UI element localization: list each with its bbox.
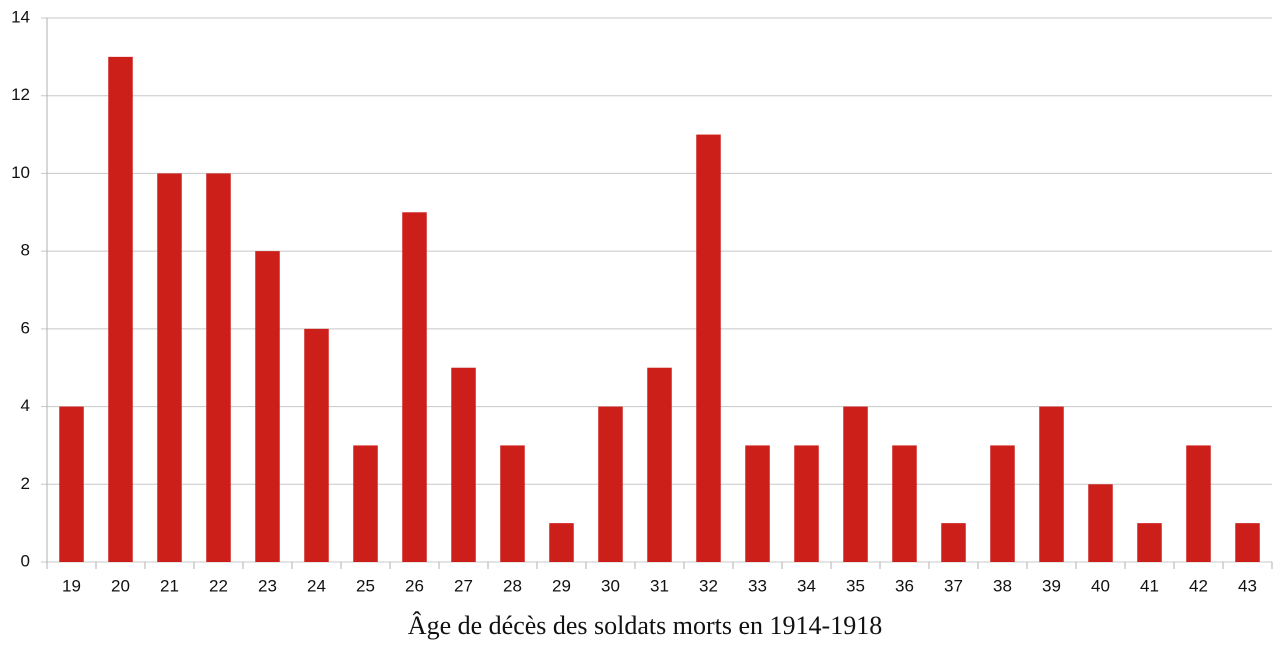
y-tick-label: 0 <box>21 551 30 570</box>
x-tick-label: 34 <box>797 576 816 595</box>
bar <box>108 56 133 562</box>
bar <box>990 445 1015 562</box>
y-tick-label: 12 <box>11 85 30 104</box>
x-tick-label: 23 <box>258 576 277 595</box>
bar <box>1186 445 1211 562</box>
x-tick-label: 27 <box>454 576 473 595</box>
x-tick-label: 19 <box>62 576 81 595</box>
bar <box>206 173 231 562</box>
bar <box>500 445 525 562</box>
x-tick-label: 42 <box>1189 576 1208 595</box>
bar <box>304 328 329 562</box>
x-tick-label: 40 <box>1091 576 1110 595</box>
x-tick-label: 38 <box>993 576 1012 595</box>
x-tick-label: 33 <box>748 576 767 595</box>
x-tick-label: 26 <box>405 576 424 595</box>
y-tick-label: 4 <box>21 396 30 415</box>
y-tick-label: 14 <box>11 7 30 26</box>
x-tick-label: 36 <box>895 576 914 595</box>
bar <box>941 523 966 562</box>
x-tick-label: 24 <box>307 576 326 595</box>
bar <box>647 367 672 562</box>
bar <box>157 173 182 562</box>
x-tick-label: 21 <box>160 576 179 595</box>
bar <box>794 445 819 562</box>
x-tick-label: 41 <box>1140 576 1159 595</box>
x-tick-label: 37 <box>944 576 963 595</box>
x-tick-label: 29 <box>552 576 571 595</box>
bar <box>1039 406 1064 562</box>
y-tick-label: 10 <box>11 163 30 182</box>
bar <box>255 251 280 562</box>
bar <box>1137 523 1162 562</box>
y-tick-label: 6 <box>21 318 30 337</box>
y-tick-label: 2 <box>21 474 30 493</box>
bar <box>598 406 623 562</box>
x-tick-label: 31 <box>650 576 669 595</box>
x-tick-label: 35 <box>846 576 865 595</box>
chart-title: Âge de décès des soldats morts en 1914-1… <box>408 611 882 640</box>
x-tick-label: 43 <box>1238 576 1257 595</box>
bar <box>1088 484 1113 562</box>
x-tick-label: 30 <box>601 576 620 595</box>
bar <box>451 367 476 562</box>
x-tick-label: 32 <box>699 576 718 595</box>
x-tick-label: 25 <box>356 576 375 595</box>
x-tick-label: 22 <box>209 576 228 595</box>
bar <box>843 406 868 562</box>
bar <box>745 445 770 562</box>
bar <box>1235 523 1260 562</box>
x-tick-label: 20 <box>111 576 130 595</box>
y-tick-label: 8 <box>21 241 30 260</box>
x-tick-label: 28 <box>503 576 522 595</box>
bar <box>696 134 721 563</box>
bar <box>892 445 917 562</box>
x-tick-label: 39 <box>1042 576 1061 595</box>
bar <box>549 523 574 562</box>
bar <box>402 212 427 563</box>
bar <box>353 445 378 562</box>
bar <box>59 406 84 562</box>
